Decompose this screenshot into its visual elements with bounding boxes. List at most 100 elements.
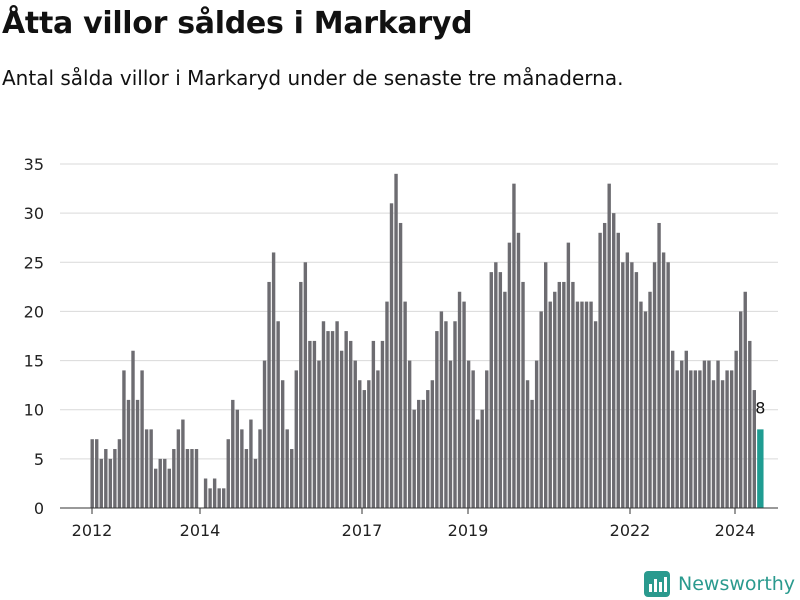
bar bbox=[412, 409, 416, 508]
bar bbox=[430, 380, 435, 508]
bar bbox=[258, 429, 262, 508]
bar bbox=[158, 458, 162, 508]
bar bbox=[630, 262, 634, 508]
bar bbox=[598, 232, 602, 509]
bar bbox=[494, 262, 498, 508]
bar bbox=[548, 301, 552, 508]
bar bbox=[698, 370, 702, 508]
bar bbox=[625, 252, 630, 508]
bar bbox=[616, 232, 620, 509]
bar bbox=[339, 350, 344, 508]
bar bbox=[503, 291, 507, 508]
y-tick-label: 15 bbox=[24, 352, 44, 371]
bar bbox=[249, 419, 253, 508]
bar bbox=[181, 419, 185, 508]
bar bbox=[426, 390, 430, 508]
bar bbox=[530, 399, 534, 508]
bar bbox=[140, 370, 144, 508]
bar bbox=[144, 429, 149, 508]
y-tick-label: 30 bbox=[24, 204, 44, 223]
bar bbox=[385, 301, 389, 508]
x-tick-label: 2022 bbox=[610, 521, 651, 540]
chart-title: Åtta villor såldes i Markaryd bbox=[2, 6, 473, 41]
bar bbox=[194, 449, 199, 508]
bar bbox=[485, 370, 489, 508]
x-tick-label: 2024 bbox=[715, 521, 756, 540]
bar bbox=[321, 321, 326, 508]
bar bbox=[448, 360, 453, 508]
bar bbox=[317, 360, 321, 508]
chart-subtitle: Antal sålda villor i Markaryd under de s… bbox=[2, 66, 624, 90]
bar bbox=[512, 183, 516, 508]
bar bbox=[253, 458, 258, 508]
bar bbox=[394, 173, 398, 508]
bar bbox=[271, 252, 276, 508]
bar bbox=[666, 262, 670, 508]
bar bbox=[389, 203, 394, 508]
bar-chart-logo-icon bbox=[644, 571, 670, 597]
bar bbox=[185, 449, 190, 508]
bar bbox=[521, 281, 525, 508]
bar bbox=[553, 291, 557, 508]
bar bbox=[707, 360, 711, 508]
bar bbox=[743, 291, 747, 508]
bar bbox=[407, 360, 412, 508]
bar bbox=[475, 419, 480, 508]
bar bbox=[398, 222, 403, 508]
bar bbox=[371, 340, 376, 508]
bar bbox=[612, 213, 616, 508]
bar bbox=[290, 449, 294, 508]
bar bbox=[489, 272, 493, 508]
y-axis-tick-labels: 0 5 10 15 20 25 30 35 bbox=[24, 155, 44, 518]
bar bbox=[285, 429, 289, 508]
bar bbox=[571, 281, 575, 508]
bar bbox=[566, 242, 571, 508]
bar bbox=[262, 360, 267, 508]
bar bbox=[652, 262, 657, 508]
bars bbox=[90, 173, 764, 509]
bar bbox=[544, 262, 548, 508]
bar bbox=[267, 281, 271, 508]
last-value-label: 8 bbox=[755, 398, 765, 417]
bar bbox=[634, 272, 639, 508]
bar bbox=[149, 429, 153, 508]
bar bbox=[457, 291, 462, 508]
x-tick-label: 2014 bbox=[180, 521, 221, 540]
bar bbox=[507, 242, 512, 508]
y-tick-label: 25 bbox=[24, 253, 44, 272]
bar bbox=[231, 399, 235, 508]
bar bbox=[702, 360, 707, 508]
bar bbox=[349, 340, 353, 508]
newsworthy-logo[interactable]: Newsworthy bbox=[644, 570, 795, 598]
bar bbox=[113, 449, 117, 508]
bar bbox=[466, 360, 471, 508]
bar bbox=[639, 301, 643, 508]
bar bbox=[244, 449, 249, 508]
bar bbox=[584, 301, 589, 508]
bar bbox=[439, 311, 444, 508]
bar bbox=[580, 301, 584, 508]
bar bbox=[380, 340, 385, 508]
x-axis-tick-labels: 2012 2014 2017 2019 2022 2024 bbox=[72, 508, 756, 540]
bar bbox=[222, 488, 226, 508]
bar bbox=[621, 262, 625, 508]
bar bbox=[95, 439, 99, 508]
bar bbox=[711, 380, 716, 508]
bar bbox=[108, 458, 113, 508]
bar bbox=[330, 331, 335, 508]
bar bbox=[235, 409, 240, 508]
bar bbox=[280, 380, 285, 508]
bar bbox=[661, 252, 666, 508]
bar bbox=[752, 390, 757, 508]
bar bbox=[131, 350, 135, 508]
x-tick-label: 2017 bbox=[342, 521, 383, 540]
bar bbox=[716, 360, 720, 508]
bar bbox=[163, 458, 167, 508]
y-tick-label: 35 bbox=[24, 155, 44, 174]
bar bbox=[462, 301, 466, 508]
bar bbox=[562, 281, 566, 508]
x-tick-label: 2019 bbox=[448, 521, 489, 540]
bar bbox=[693, 370, 698, 508]
bar bbox=[326, 331, 330, 508]
